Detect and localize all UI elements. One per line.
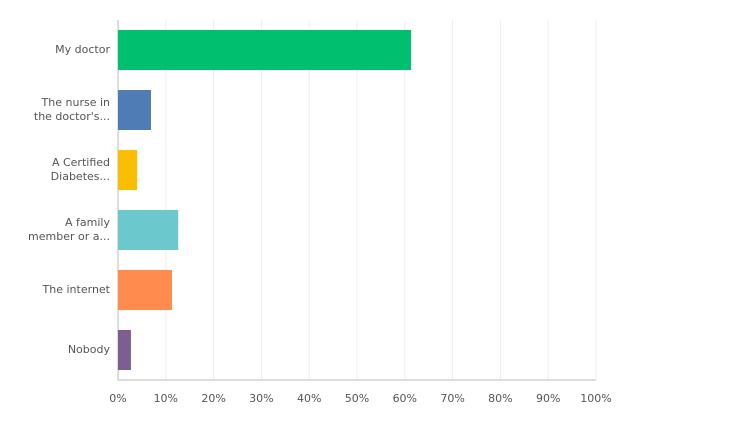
bar bbox=[118, 270, 173, 310]
bar bbox=[118, 330, 131, 370]
bar bbox=[118, 30, 412, 70]
bar bbox=[118, 210, 179, 250]
x-tick-label: 70% bbox=[440, 392, 464, 405]
x-tick-label: 20% bbox=[201, 392, 225, 405]
x-tick-label: 30% bbox=[249, 392, 273, 405]
x-tick-label: 90% bbox=[536, 392, 560, 405]
y-tick-label: The internet bbox=[42, 283, 110, 296]
y-tick-label: My doctor bbox=[55, 43, 110, 56]
y-tick-label: A family member or a... bbox=[28, 216, 110, 243]
x-tick-label: 10% bbox=[154, 392, 178, 405]
y-tick-label: Nobody bbox=[67, 343, 110, 356]
x-tick-label: 80% bbox=[488, 392, 512, 405]
y-tick-label: The nurse in the doctor's... bbox=[33, 96, 110, 123]
x-tick-label: 100% bbox=[580, 392, 611, 405]
x-tick-label: 50% bbox=[345, 392, 369, 405]
x-tick-label: 60% bbox=[393, 392, 417, 405]
x-tick-label: 40% bbox=[297, 392, 321, 405]
y-tick-label: A Certified Diabetes... bbox=[50, 156, 110, 183]
bar bbox=[118, 90, 151, 130]
x-tick-label: 0% bbox=[109, 392, 126, 405]
bar bbox=[118, 150, 138, 190]
